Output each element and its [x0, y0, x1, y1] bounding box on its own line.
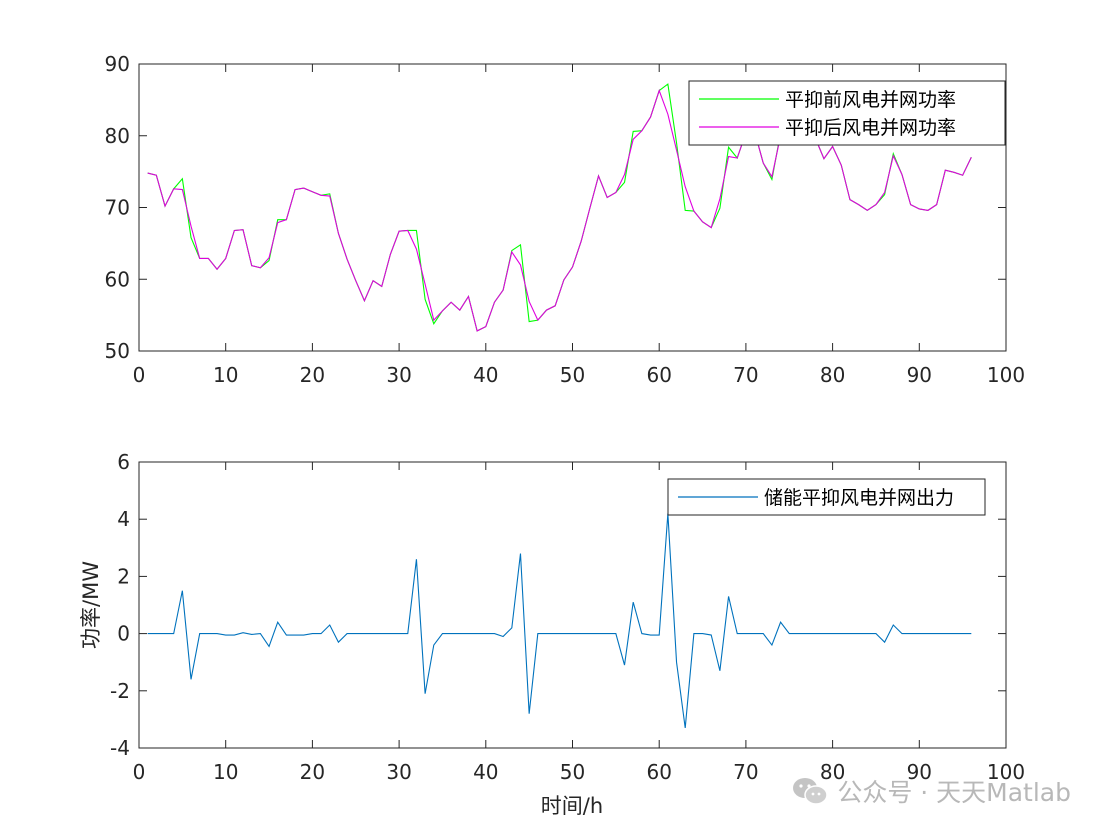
- bottom-axes: 0 10 20 30 40 50 60 70 80 90 100 -4 -2 0 2 4 6 储能平抑风电并网…: [79, 450, 1025, 818]
- legend-label: 平抑前风电并网功率: [785, 89, 956, 111]
- x-tick-label: 10: [213, 363, 238, 387]
- legend-label: 平抑后风电并网功率: [785, 117, 956, 139]
- bottom-legend: 储能平抑风电并网出力: [667, 478, 986, 516]
- x-tick-label: 40: [473, 760, 498, 784]
- bottom-series-lines: [147, 513, 972, 729]
- y-tick-label: 6: [117, 450, 130, 474]
- bottom-y-ticks: -4 -2 0 2 4 6: [110, 450, 1006, 760]
- bottom-y-axis-label: 功率/MW: [79, 561, 103, 649]
- x-tick-label: 100: [987, 760, 1025, 784]
- y-tick-label: 4: [117, 507, 130, 531]
- y-tick-label: -2: [110, 679, 130, 703]
- series-line-1: [147, 513, 972, 729]
- legend-box: [688, 80, 1006, 146]
- y-tick-label: 80: [105, 124, 130, 148]
- x-tick-label: 80: [820, 363, 845, 387]
- y-tick-label: 2: [117, 564, 130, 588]
- x-tick-label: 20: [300, 760, 325, 784]
- x-tick-label: 70: [733, 363, 758, 387]
- x-tick-label: 20: [300, 363, 325, 387]
- x-tick-label: 80: [820, 760, 845, 784]
- x-tick-label: 100: [987, 363, 1025, 387]
- y-tick-label: 60: [105, 267, 130, 291]
- top-x-ticks: 0 10 20 30 40 50 60 70 80 90 100: [133, 64, 1025, 387]
- watermark-text: 公众号 · 天天Matlab: [837, 778, 1071, 807]
- x-tick-label: 30: [386, 760, 411, 784]
- x-tick-label: 40: [473, 363, 498, 387]
- x-tick-label: 60: [646, 760, 671, 784]
- series-line-2: [147, 88, 972, 332]
- x-tick-label: 90: [907, 760, 932, 784]
- top-series-lines: [147, 83, 972, 332]
- legend-label: 储能平抑风电并网出力: [764, 487, 954, 509]
- top-axes: 0 10 20 30 40 50 60 70 80 90 100 50 60 70 80 90 平抑前风电并…: [105, 52, 1026, 387]
- y-tick-label: 50: [105, 339, 130, 363]
- x-tick-label: 50: [560, 363, 585, 387]
- watermark: 公众号 · 天天Matlab: [791, 773, 1071, 809]
- x-tick-label: 50: [560, 760, 585, 784]
- y-tick-label: -4: [110, 736, 130, 760]
- x-tick-label: 60: [646, 363, 671, 387]
- y-tick-label: 90: [105, 52, 130, 76]
- x-tick-label: 90: [907, 363, 932, 387]
- y-tick-label: 70: [105, 196, 130, 220]
- bottom-x-ticks: 0 10 20 30 40 50 60 70 80 90 100: [133, 462, 1025, 784]
- x-tick-label: 0: [133, 363, 146, 387]
- y-tick-label: 0: [117, 622, 130, 646]
- x-tick-label: 70: [733, 760, 758, 784]
- wechat-icon: [793, 778, 829, 805]
- top-y-ticks: 50 60 70 80 90: [105, 52, 1006, 363]
- x-tick-label: 30: [386, 363, 411, 387]
- x-tick-label: 10: [213, 760, 238, 784]
- x-tick-label: 0: [133, 760, 146, 784]
- bottom-x-axis-label: 时间/h: [541, 794, 603, 818]
